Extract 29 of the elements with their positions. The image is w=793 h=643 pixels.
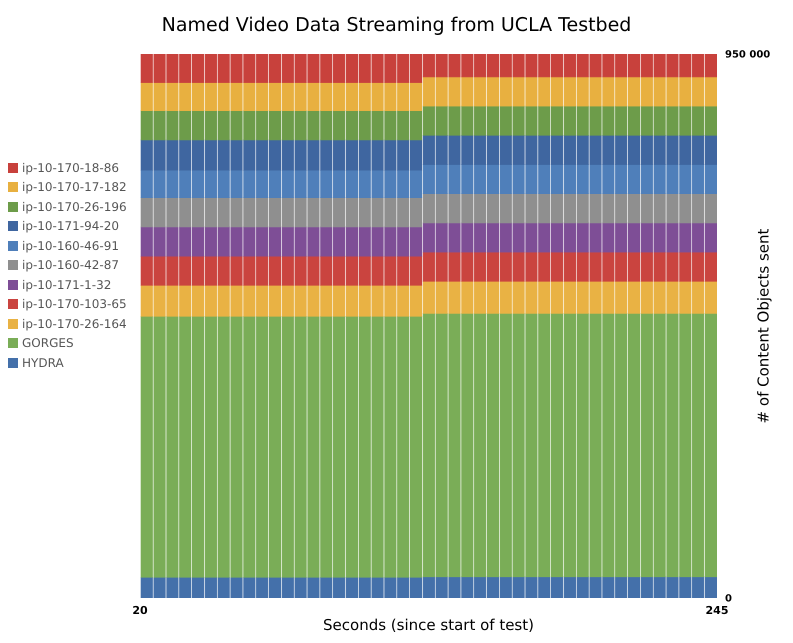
legend-label: ip-10-170-18-86 [22, 160, 119, 175]
x-axis-title: Seconds (since start of test) [323, 616, 534, 634]
legend-entry: ip-10-170-18-86 [8, 158, 138, 178]
x-tick-label: 20 [132, 604, 148, 617]
legend-label: ip-10-170-26-196 [22, 200, 127, 214]
y-tick-label: 0 [725, 594, 732, 605]
legend-label: ip-10-171-1-32 [22, 278, 112, 292]
x-tick-label: 245 [706, 604, 728, 617]
legend-entry: HYDRA [8, 353, 138, 372]
legend-entry: ip-10-160-46-91 [8, 236, 138, 256]
legend-entry: ip-10-170-26-164 [8, 314, 138, 334]
legend-label: ip-10-171-94-20 [22, 219, 119, 234]
legend-label: ip-10-170-26-164 [22, 316, 127, 331]
legend-label: ip-10-170-17-182 [22, 180, 127, 194]
legend-entry: ip-10-171-1-32 [8, 275, 138, 294]
legend-entry: ip-10-170-17-182 [8, 178, 138, 197]
legend-entry: GORGES [8, 334, 138, 353]
legend-label: HYDRA [22, 356, 64, 370]
y-axis-title: # of Content Objects sent [754, 228, 772, 424]
legend-entry: ip-10-171-94-20 [8, 216, 138, 236]
legend-label: ip-10-160-42-87 [22, 258, 119, 272]
legend-entry: ip-10-160-42-87 [8, 256, 138, 275]
y-tick-label: 950 000 [725, 50, 770, 61]
chart-title: Named Video Data Streaming from UCLA Testbed [160, 13, 632, 38]
legend-label: ip-10-170-103-65 [22, 297, 127, 312]
legend-entry: ip-10-170-103-65 [8, 294, 138, 314]
legend-label: GORGES [22, 336, 74, 350]
legend-label: ip-10-160-46-91 [22, 238, 119, 253]
legend-entry: ip-10-170-26-196 [8, 197, 138, 216]
